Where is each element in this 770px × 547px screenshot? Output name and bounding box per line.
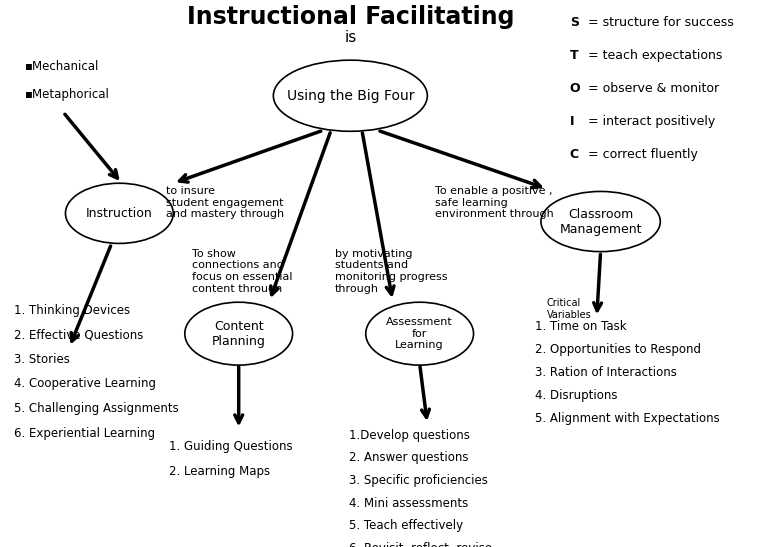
Text: 5. Teach effectively: 5. Teach effectively: [349, 519, 463, 532]
Text: = correct fluently: = correct fluently: [584, 148, 698, 161]
Text: 1. Guiding Questions: 1. Guiding Questions: [169, 440, 293, 453]
Text: 3. Specific proficiencies: 3. Specific proficiencies: [349, 474, 487, 487]
Text: 1. Thinking Devices: 1. Thinking Devices: [14, 304, 130, 317]
Text: T: T: [570, 49, 578, 62]
Text: = interact positively: = interact positively: [584, 115, 715, 128]
Text: 3. Ration of Interactions: 3. Ration of Interactions: [535, 366, 677, 379]
Text: 2. Answer questions: 2. Answer questions: [349, 451, 468, 464]
Text: 3. Stories: 3. Stories: [14, 353, 70, 366]
Text: 5. Challenging Assignments: 5. Challenging Assignments: [14, 402, 179, 415]
Text: 1.Develop questions: 1.Develop questions: [349, 429, 470, 443]
Text: C: C: [570, 148, 579, 161]
Text: Assessment
for
Learning: Assessment for Learning: [387, 317, 453, 350]
Text: 4. Mini assessments: 4. Mini assessments: [349, 497, 468, 510]
Text: 2. Learning Maps: 2. Learning Maps: [169, 465, 270, 478]
Text: ▪Metaphorical: ▪Metaphorical: [25, 88, 110, 101]
Text: To show
connections and
focus on essential
content through: To show connections and focus on essenti…: [192, 249, 293, 294]
Text: to insure
student engagement
and mastery through: to insure student engagement and mastery…: [166, 186, 283, 219]
Text: S: S: [570, 16, 579, 30]
Text: 6. Experiential Learning: 6. Experiential Learning: [14, 427, 155, 440]
Text: I: I: [570, 115, 574, 128]
Text: 4. Cooperative Learning: 4. Cooperative Learning: [14, 377, 156, 391]
Text: 2. Opportunities to Respond: 2. Opportunities to Respond: [535, 343, 701, 356]
Text: Instructional Facilitating: Instructional Facilitating: [186, 5, 514, 30]
Text: O: O: [570, 82, 581, 95]
Text: is: is: [344, 30, 357, 45]
Text: 5. Alignment with Expectations: 5. Alignment with Expectations: [535, 412, 720, 425]
Text: ▪Mechanical: ▪Mechanical: [25, 60, 100, 73]
Text: = observe & monitor: = observe & monitor: [584, 82, 718, 95]
Text: Classroom
Management: Classroom Management: [559, 207, 642, 236]
Text: To enable a positive ,
safe learning
environment through: To enable a positive , safe learning env…: [435, 186, 554, 219]
Text: 2. Effective Questions: 2. Effective Questions: [14, 328, 143, 341]
Text: Using the Big Four: Using the Big Four: [286, 89, 414, 103]
Text: Content
Planning: Content Planning: [212, 319, 266, 348]
Text: = teach expectations: = teach expectations: [584, 49, 722, 62]
Text: 1. Time on Task: 1. Time on Task: [535, 320, 627, 333]
Text: 4. Disruptions: 4. Disruptions: [535, 389, 618, 402]
Text: by motivating
students and
monitoring progress
through: by motivating students and monitoring pr…: [335, 249, 447, 294]
Text: Instruction: Instruction: [86, 207, 152, 220]
Text: 6. Revisit, reflect, revise: 6. Revisit, reflect, revise: [349, 542, 492, 547]
Text: Critical
Variables: Critical Variables: [547, 298, 591, 319]
Text: = structure for success: = structure for success: [584, 16, 733, 30]
